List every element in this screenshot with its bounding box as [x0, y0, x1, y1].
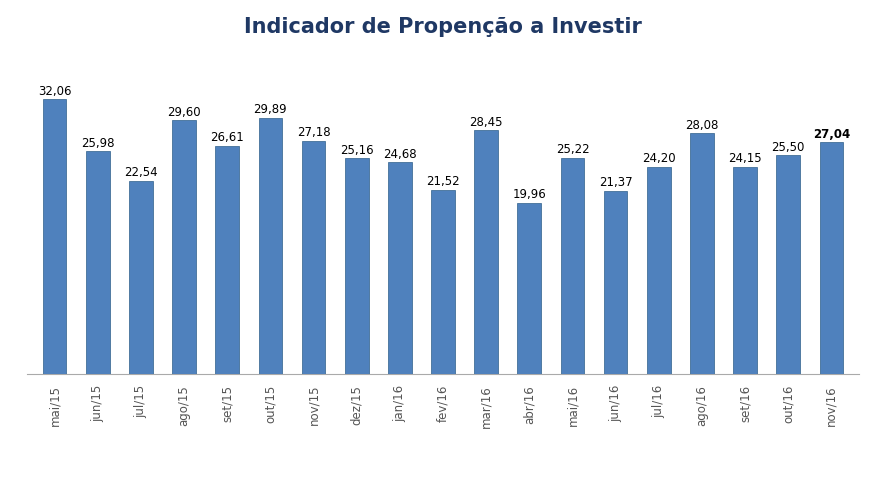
Bar — [43, 100, 66, 374]
Text: 27,04: 27,04 — [812, 127, 850, 140]
Text: 25,22: 25,22 — [556, 143, 589, 156]
Text: 28,45: 28,45 — [470, 115, 503, 128]
Text: 28,08: 28,08 — [685, 119, 719, 132]
Text: 19,96: 19,96 — [512, 188, 546, 201]
Text: 22,54: 22,54 — [124, 166, 158, 179]
Bar — [474, 131, 498, 374]
Text: 29,60: 29,60 — [167, 106, 201, 119]
Bar — [86, 152, 110, 374]
Bar — [517, 204, 541, 374]
Bar — [603, 192, 627, 374]
Bar — [647, 167, 671, 374]
Text: 24,68: 24,68 — [383, 147, 416, 160]
Text: 24,20: 24,20 — [642, 152, 675, 165]
Bar — [345, 159, 369, 374]
Bar — [431, 190, 455, 374]
Text: 29,89: 29,89 — [253, 103, 287, 116]
Title: Indicador de Propenção a Investir: Indicador de Propenção a Investir — [244, 17, 642, 36]
Text: 21,52: 21,52 — [426, 175, 460, 188]
Bar — [776, 156, 800, 374]
Text: 25,50: 25,50 — [772, 141, 804, 154]
Bar — [129, 181, 152, 374]
Bar — [172, 121, 196, 374]
Text: 26,61: 26,61 — [210, 131, 245, 144]
Text: 25,16: 25,16 — [340, 144, 374, 156]
Bar — [388, 163, 412, 374]
Text: 32,06: 32,06 — [38, 84, 72, 97]
Bar — [301, 142, 325, 374]
Text: 21,37: 21,37 — [599, 176, 633, 189]
Bar — [215, 146, 239, 374]
Bar — [734, 168, 757, 374]
Text: 25,98: 25,98 — [81, 136, 114, 149]
Text: 24,15: 24,15 — [728, 152, 762, 165]
Bar — [561, 158, 585, 374]
Text: 27,18: 27,18 — [297, 126, 330, 139]
Bar — [259, 119, 283, 374]
Bar — [820, 143, 843, 374]
Bar — [690, 134, 714, 374]
